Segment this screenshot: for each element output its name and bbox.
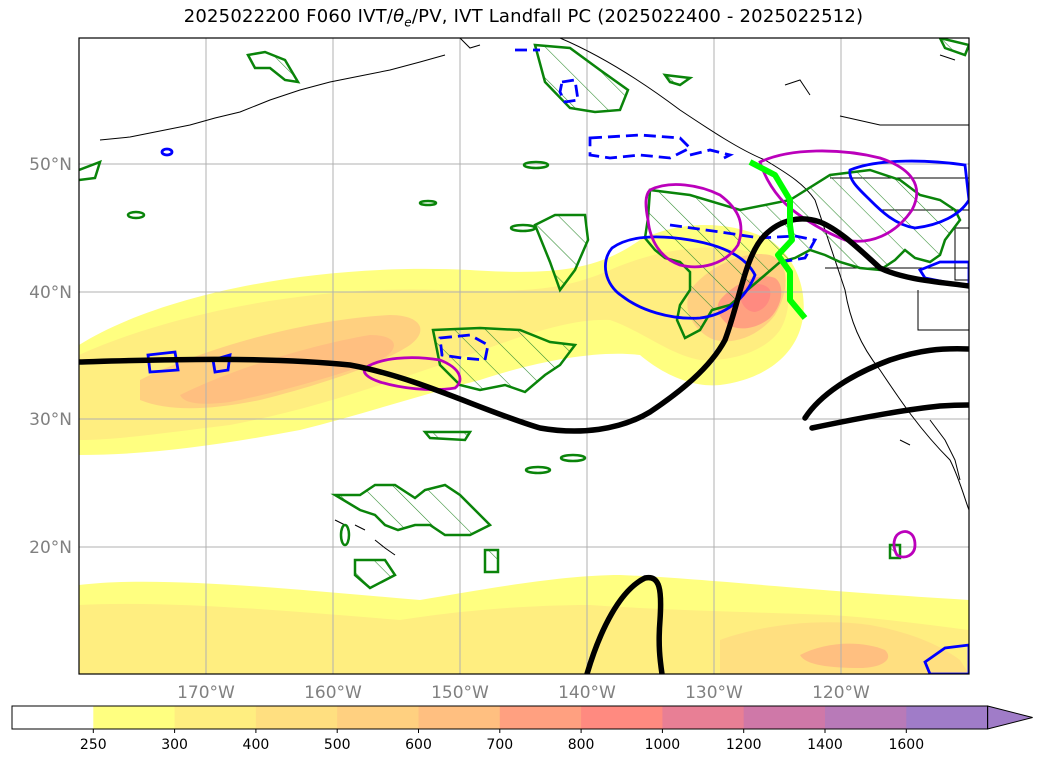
colorbar-swatch	[662, 706, 745, 729]
title-theta: θ	[393, 6, 405, 27]
colorbar: 250 300 400 500 600 700 800 1000 1200 1400 1600	[11, 705, 1033, 753]
colorbar-swatch	[255, 706, 338, 729]
theta-e-small-contours	[79, 159, 587, 547]
ivt-south-600-region	[800, 643, 889, 668]
colorbar-swatch	[581, 706, 663, 729]
map-frame	[78, 37, 970, 675]
title-suffix: /PV, IVT Landfall PC (2025022400 - 20250…	[411, 6, 864, 27]
colorbar-swatch	[418, 706, 501, 729]
title-theta-sub: e	[404, 15, 412, 30]
colorbar-tick-label: 600	[405, 737, 432, 753]
colorbar-extend-arrow	[987, 705, 1033, 730]
lon-label: 160°W	[304, 683, 362, 703]
map-title: 2025022200 F060 IVT/θe/PV, IVT Landfall …	[0, 6, 1047, 30]
latitude-labels: 50°N 40°N 30°N 20°N	[29, 155, 72, 558]
ivt-landfall-line	[748, 159, 808, 320]
colorbar-swatch	[906, 706, 989, 729]
lon-label: 150°W	[431, 683, 489, 703]
colorbar-swatch	[499, 706, 582, 729]
colorbar-tick-label: 1600	[888, 737, 924, 753]
lon-label: 140°W	[558, 683, 616, 703]
lat-label: 30°N	[29, 410, 72, 430]
lat-label: 20°N	[29, 538, 72, 558]
colorbar-tick-label: 300	[161, 737, 188, 753]
colorbar-tick-label: 1000	[645, 737, 681, 753]
colorbar-tick-label: 1400	[807, 737, 843, 753]
colorbar-swatch	[12, 706, 94, 729]
colorbar-tick-label: 400	[243, 737, 270, 753]
lon-label: 120°W	[812, 683, 870, 703]
colorbar-tick-label: 1200	[726, 737, 762, 753]
colorbar-swatch	[174, 706, 257, 729]
colorbar-swatch	[743, 706, 826, 729]
colorbar-tick-label: 500	[324, 737, 351, 753]
colorbar-tick-label: 800	[568, 737, 595, 753]
pv-contours	[79, 216, 969, 674]
graticule	[79, 38, 969, 674]
colorbar-tick-label: 250	[80, 737, 107, 753]
colorbar-tick-label: 700	[486, 737, 513, 753]
longitude-labels: 170°W 160°W 150°W 140°W 130°W 120°W	[177, 683, 870, 703]
ivt-600-region	[180, 335, 394, 404]
blue-dashed-contours	[438, 48, 818, 362]
lon-label: 130°W	[685, 683, 743, 703]
colorbar-swatch	[337, 706, 419, 729]
title-prefix: 2025022200 F060 IVT/	[183, 6, 394, 27]
colorbar-swatch	[93, 706, 176, 729]
lat-label: 40°N	[29, 283, 72, 303]
lon-label: 170°W	[177, 683, 235, 703]
colorbar-swatch	[825, 706, 907, 729]
lat-label: 50°N	[29, 155, 72, 175]
